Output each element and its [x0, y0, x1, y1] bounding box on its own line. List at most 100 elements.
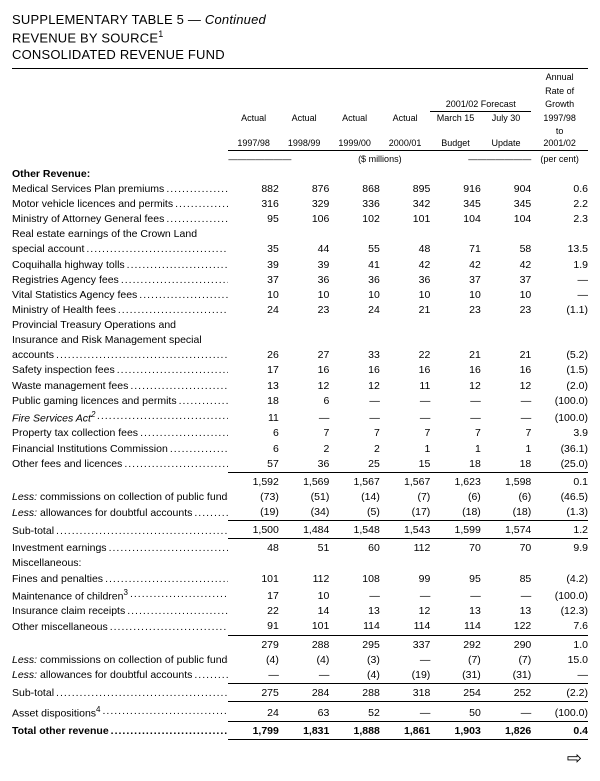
cell: 1,599	[430, 521, 480, 539]
cell: 1,548	[329, 521, 379, 539]
cell: 23	[481, 303, 531, 318]
cell	[531, 318, 588, 333]
cell: (4.2)	[531, 572, 588, 587]
h7d: 1997/98	[543, 113, 576, 123]
cell: (5.2)	[531, 348, 588, 363]
table-row: Fines and penalties101112108999585(4.2)	[12, 572, 588, 587]
cell: 95	[228, 212, 278, 227]
table-row: Vital Statistics Agency fees101010101010…	[12, 288, 588, 303]
table-row: Financial Institutions Commission622111(…	[12, 442, 588, 457]
cell: 7	[481, 426, 531, 441]
table-row: Coquihalla highway tolls3939414242421.9	[12, 258, 588, 273]
cell: (6)	[430, 490, 480, 505]
units-last: (per cent)	[540, 154, 579, 164]
table-row: Less: commissions on collection of publi…	[12, 653, 588, 668]
row-label: Real estate earnings of the Crown Land	[12, 227, 228, 242]
cell: 1,543	[380, 521, 430, 539]
cell: 23	[430, 303, 480, 318]
cell: (4)	[279, 653, 329, 668]
cell: 1,567	[380, 472, 430, 490]
cell: 37	[430, 273, 480, 288]
h5b: Budget	[441, 138, 470, 148]
cell: 316	[228, 197, 278, 212]
cell: 1,567	[329, 472, 379, 490]
cell: 1.9	[531, 258, 588, 273]
row-label: Public gaming licences and permits	[12, 394, 228, 409]
cell: 70	[430, 539, 480, 557]
cell: 13	[481, 604, 531, 619]
row-label: Other fees and licences	[12, 457, 228, 473]
cell: 15	[380, 457, 430, 473]
table-row: Provincial Treasury Operations and	[12, 318, 588, 333]
h7f: 2001/02	[543, 138, 576, 148]
cell: 112	[279, 572, 329, 587]
cell: —	[279, 668, 329, 684]
cell: 6	[228, 442, 278, 457]
cell: 36	[380, 273, 430, 288]
cell: 10	[279, 587, 329, 605]
row-label: Ministry of Health fees	[12, 303, 228, 318]
h1a: Actual	[241, 113, 266, 123]
row-label	[12, 635, 228, 653]
cell: —	[329, 587, 379, 605]
cell	[329, 227, 379, 242]
cell: 42	[430, 258, 480, 273]
cell: 15.0	[531, 653, 588, 668]
cell: 37	[228, 273, 278, 288]
cell: —	[380, 702, 430, 722]
cell: 318	[380, 683, 430, 701]
cell: 25	[329, 457, 379, 473]
row-label: Sub-total	[12, 683, 228, 701]
row-label: Provincial Treasury Operations and	[12, 318, 228, 333]
table-row: Public gaming licences and permits186———…	[12, 394, 588, 409]
cell: 12	[380, 604, 430, 619]
cell: 16	[329, 363, 379, 378]
cell: 36	[279, 457, 329, 473]
cell: 12	[279, 379, 329, 394]
cell: 16	[481, 363, 531, 378]
cell: (31)	[481, 668, 531, 684]
cell: —	[380, 394, 430, 409]
cell: (100.0)	[531, 587, 588, 605]
cell: —	[481, 702, 531, 722]
cell: 57	[228, 457, 278, 473]
cell: (14)	[329, 490, 379, 505]
table-row: Less: commissions on collection of publi…	[12, 490, 588, 505]
row-label: Less: commissions on collection of publi…	[12, 653, 228, 668]
cell: 288	[279, 635, 329, 653]
cell: (6)	[481, 490, 531, 505]
table-row: Medical Services Plan premiums8828768688…	[12, 182, 588, 197]
cell: 16	[279, 363, 329, 378]
row-label: accounts	[12, 348, 228, 363]
cell: 122	[481, 619, 531, 635]
row-label: Financial Institutions Commission	[12, 442, 228, 457]
cell: 114	[430, 619, 480, 635]
cell: 0.6	[531, 182, 588, 197]
cell: 24	[228, 702, 278, 722]
cell: 22	[380, 348, 430, 363]
row-label: Investment earnings	[12, 539, 228, 557]
cell: 275	[228, 683, 278, 701]
cell: 102	[329, 212, 379, 227]
cell: (17)	[380, 505, 430, 521]
h7e: to	[556, 126, 564, 136]
revenue-table: Annual Rate of 2001/02 Forecast Growth A…	[12, 71, 588, 740]
cell: 50	[430, 702, 480, 722]
cell: 39	[228, 258, 278, 273]
h6a: July 30	[492, 113, 521, 123]
cell: 60	[329, 539, 379, 557]
cell: 1,500	[228, 521, 278, 539]
cell: 37	[481, 273, 531, 288]
cell: 9.9	[531, 539, 588, 557]
cell: 290	[481, 635, 531, 653]
cell: —	[430, 394, 480, 409]
table-title-3: CONSOLIDATED REVENUE FUND	[12, 47, 588, 62]
cell: 7	[279, 426, 329, 441]
cell: (100.0)	[531, 702, 588, 722]
cell	[279, 318, 329, 333]
table-row: Motor vehicle licences and permits316329…	[12, 197, 588, 212]
row-label: Maintenance of children3	[12, 587, 228, 605]
row-label	[12, 472, 228, 490]
cell: 288	[329, 683, 379, 701]
table-row: Registries Agency fees373636363737—	[12, 273, 588, 288]
